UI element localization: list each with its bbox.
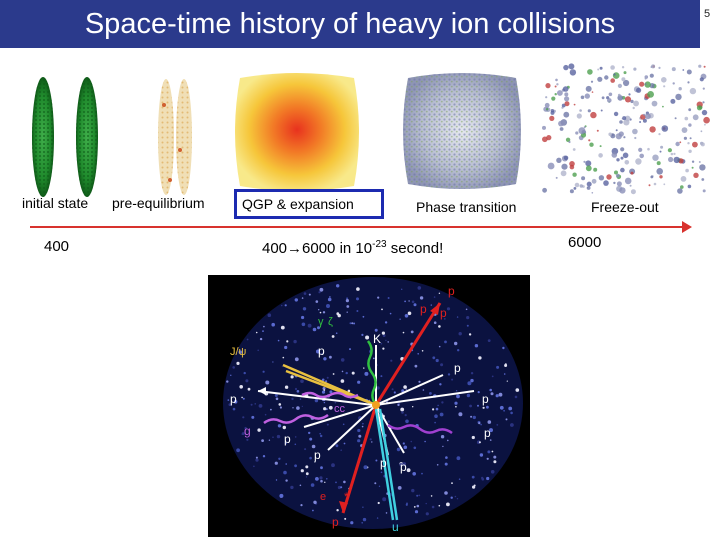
phase-transition-image [403, 73, 521, 189]
event-label-k: K [373, 332, 381, 346]
event-label-p8: p [484, 426, 491, 440]
event-label-jpsi: J/ψ [230, 346, 247, 358]
freeze-out-image [542, 63, 710, 195]
event-label-p9: p [284, 432, 291, 446]
time-exponent: -23 [372, 239, 387, 250]
event-label-p7: p [482, 392, 489, 406]
range-start-value: 400 [262, 240, 288, 257]
event-label-p13: p [332, 515, 339, 529]
multiplicity-end: 6000 [568, 234, 602, 251]
event-label-p1: p [448, 284, 455, 298]
label-initial-state: initial state [22, 195, 89, 211]
event-label-p5: p [454, 361, 461, 375]
label-qgp-expansion: QGP & expansion [242, 196, 354, 212]
collision-event-image: p p p γ ζ K p J/ψ p p p cc g p p p p p e… [208, 275, 530, 537]
slide-number: 5 [704, 8, 711, 20]
pre-equilibrium-image [158, 79, 192, 195]
range-end-value: 6000 in 10 [302, 240, 373, 257]
initial-state-image [32, 77, 98, 197]
event-label-p10: p [314, 448, 321, 462]
event-label-e: e [320, 491, 326, 503]
event-label-p3: p [440, 306, 447, 320]
right-arrow-icon: → [287, 240, 303, 257]
event-label-star: * [344, 491, 349, 503]
range-suffix: second! [386, 240, 444, 257]
event-label-p11: p [380, 456, 387, 470]
slide-title: Space-time history of heavy ion collisio… [84, 8, 616, 40]
event-label-p12: p [400, 460, 407, 474]
event-label-g: g [244, 424, 251, 438]
event-label-zeta: ζ [328, 316, 333, 328]
event-label-p6: p [230, 392, 237, 406]
multiplicity-start: 400 [44, 238, 70, 255]
time-arrow-head [682, 221, 692, 233]
label-pre-equilibrium: pre-equilibrium [112, 195, 205, 211]
event-label-cc: cc [334, 403, 346, 415]
event-label-p4: p [318, 344, 325, 358]
multiplicity-range: 400→6000 in 10-23 second! [262, 239, 443, 257]
event-label-u: u [392, 520, 399, 534]
title-bar: Space-time history of heavy ion collisio… [0, 0, 700, 48]
label-phase-transition: Phase transition [416, 199, 517, 215]
event-label-gamma: γ [318, 316, 324, 328]
time-arrow-line [30, 226, 686, 228]
label-freeze-out: Freeze-out [591, 199, 659, 215]
qgp-highlight-box [234, 189, 384, 219]
event-label-p2: p [420, 302, 427, 316]
qgp-fireball-image [235, 73, 359, 191]
